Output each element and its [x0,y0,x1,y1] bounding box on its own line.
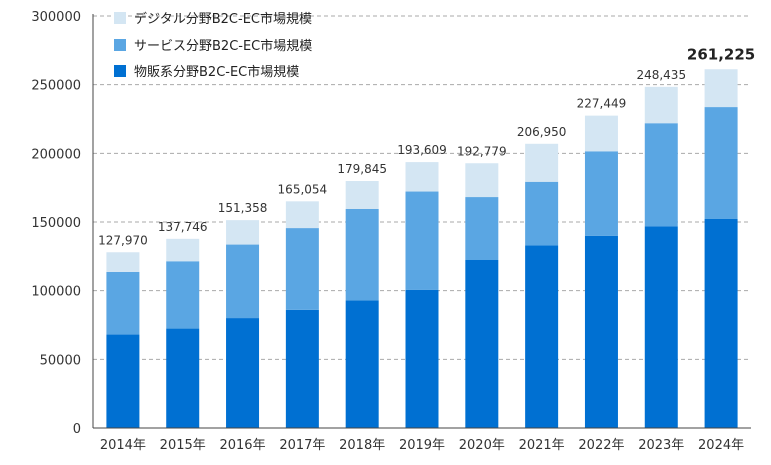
bar-segment-digital [584,115,618,152]
bar-segment-digital [106,252,140,272]
legend-label-digital: デジタル分野B2C-EC市場規模 [134,11,312,27]
x-tick-label: 2018年 [339,438,385,453]
bar-segment-service [644,123,678,227]
bar-segment-service [405,191,439,290]
total-label: 192,779 [457,144,507,158]
y-tick-label: 250000 [31,79,81,94]
total-label: 248,435 [636,68,686,82]
x-tick-label: 2019年 [399,438,445,453]
bar-segment-goods [285,309,319,428]
x-axis: 2014年 2015年 2016年 2017年 2018年 2019年 2020年 2021年… [93,427,751,453]
total-label: 193,609 [397,143,447,157]
total-label: 137,746 [158,220,208,234]
x-tick-label: 2014年 [100,438,146,453]
y-tick-label: 150000 [31,216,81,231]
y-tick-label: 300000 [31,10,81,25]
legend-label-goods: 物販系分野B2C-EC市場規模 [134,64,299,80]
bar-segment-digital [525,143,559,182]
y-tick-label: 100000 [31,285,81,300]
bar-segment-digital [285,201,319,229]
bar-segment-digital [465,163,499,198]
bar-segment-service [584,151,618,236]
bar-segment-digital [704,69,738,108]
total-label: 151,358 [218,201,268,215]
y-tick-label: 50000 [40,353,81,368]
total-label: 206,950 [517,125,567,139]
bar-segment-goods [405,289,439,428]
legend-swatch-goods [114,65,126,77]
x-tick-label: 2022年 [578,438,624,453]
bar-segment-goods [345,300,379,428]
bar-segment-goods [644,226,678,428]
bar-segment-digital [226,220,260,245]
bar-segment-goods [525,245,559,428]
legend-item-goods: 物販系分野B2C-EC市場規模 [114,64,299,80]
bar-segment-service [166,261,200,329]
total-label: 261,225 [687,45,755,63]
x-tick-label: 2017年 [279,438,325,453]
bar-segment-service [345,209,379,301]
legend-label-service: サービス分野B2C-EC市場規模 [134,38,312,54]
total-label: 127,970 [98,233,148,247]
x-tick-label: 2020年 [459,438,505,453]
y-tick-label: 0 [73,422,81,437]
x-tick-label: 2016年 [219,438,265,453]
bar-segment-goods [226,318,260,428]
y-tick-label: 200000 [31,147,81,162]
bar-segment-service [704,107,738,219]
legend-swatch-service [114,39,126,51]
bar-segment-digital [166,238,200,262]
legend-swatch-digital [114,12,126,24]
bar-segment-digital [644,86,678,124]
y-axis: 0 50000 100000 150000 200000 250000 300000 [31,10,94,437]
bar-segment-goods [704,218,738,428]
total-label: 165,054 [278,182,328,196]
bar-segment-service [226,244,260,319]
total-labels: 127,970 137,746 151,358 165,054 179,845 193,6… [98,45,755,247]
legend-item-service: サービス分野B2C-EC市場規模 [114,38,312,54]
legend: デジタル分野B2C-EC市場規模 サービス分野B2C-EC市場規模 物販系分野B… [114,11,312,80]
total-label: 227,449 [577,97,627,111]
bar-segment-digital [345,181,379,210]
bar-segment-goods [584,235,618,428]
bar-segment-goods [166,328,200,428]
bar-segment-service [465,197,499,260]
x-tick-label: 2021年 [519,438,565,453]
bar-segment-goods [465,259,499,428]
bar-segment-service [525,181,559,246]
bar-segment-goods [106,334,140,428]
total-label: 179,845 [337,162,387,176]
legend-item-digital: デジタル分野B2C-EC市場規模 [114,11,312,27]
x-tick-label: 2023年 [638,438,684,453]
bar-segment-service [106,271,140,335]
bar-segment-service [285,228,319,310]
x-tick-label: 2024年 [698,438,744,453]
bar-segment-digital [405,162,439,192]
bars [106,69,738,428]
x-tick-label: 2015年 [160,438,206,453]
